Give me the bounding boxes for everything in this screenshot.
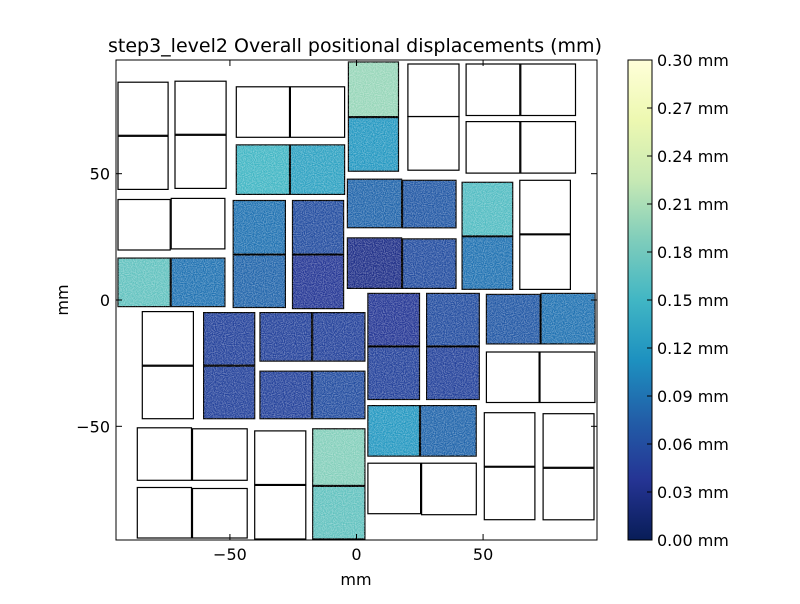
colorbar-tick-label: 0.24 mm [657, 147, 729, 166]
colorbar-tick-label: 0.15 mm [657, 291, 729, 310]
tile-texture [367, 347, 420, 400]
empty-tile [519, 179, 571, 235]
empty-tile [117, 135, 169, 191]
colorbar-tick-label: 0.21 mm [657, 195, 729, 214]
empty-tile [539, 351, 596, 404]
tile-texture [402, 238, 456, 289]
tile-texture [348, 62, 399, 117]
colorbar-tick-label: 0.12 mm [657, 339, 729, 358]
empty-tile [117, 81, 169, 136]
empty-tile [174, 134, 227, 190]
x-tick-label: 0 [351, 545, 361, 564]
tile-texture [462, 182, 513, 236]
empty-tile [407, 63, 460, 118]
tile-texture [312, 312, 365, 362]
y-axis-label: mm [53, 284, 72, 315]
empty-tile [520, 63, 577, 117]
tile-texture [541, 293, 595, 344]
empty-tile [542, 467, 595, 521]
y-axis-ticks: 50 0 −50 [76, 165, 597, 436]
colorbar-tick-label: 0.00 mm [657, 531, 729, 550]
y-tick-label: −50 [76, 417, 110, 436]
empty-tile [465, 63, 521, 117]
y-tick-label: 0 [100, 291, 110, 310]
empty-tile [483, 412, 536, 467]
empty-tile [520, 120, 577, 174]
empty-tile [117, 198, 171, 251]
tile-texture [402, 180, 456, 228]
empty-tile [254, 484, 307, 540]
tile-texture [420, 405, 477, 457]
x-axis-label: mm [340, 570, 371, 589]
empty-tile [407, 115, 460, 171]
tile-texture [292, 200, 344, 255]
colorbar-ticks: 0.00 mm 0.03 mm 0.06 mm 0.09 mm 0.12 mm 0.15 … [647, 51, 729, 550]
tile-texture [462, 236, 513, 290]
tile-texture [312, 371, 365, 419]
empty-tile [141, 365, 195, 420]
y-tick-label: 50 [90, 165, 110, 184]
tile-texture [348, 117, 399, 172]
tile-texture [292, 255, 344, 309]
colorbar-tick-label: 0.06 mm [657, 435, 729, 454]
colorbar-tick-label: 0.03 mm [657, 483, 729, 502]
tile-texture [347, 179, 402, 228]
empty-tile [174, 80, 227, 135]
tile-texture [118, 258, 171, 307]
tile-texture [367, 405, 420, 457]
tile-texture [347, 237, 402, 289]
empty-tile [191, 428, 248, 481]
empty-tile [170, 197, 226, 250]
plot-area: −50 0 50 50 0 −50 [76, 59, 598, 564]
tile-texture [312, 486, 365, 539]
empty-tile [542, 413, 595, 468]
empty-tile [483, 466, 536, 521]
empty-tile [235, 86, 291, 138]
tile-texture [290, 144, 345, 195]
empty-tile [367, 462, 422, 515]
tile-texture [203, 366, 255, 419]
empty-tile [254, 430, 307, 486]
tile-texture [260, 312, 312, 362]
tile-texture [426, 293, 480, 346]
tile-texture [312, 428, 365, 486]
tile-texture [426, 347, 480, 400]
chart-title: step3_level2 Overall positional displace… [108, 35, 602, 57]
x-axis-ticks: −50 0 50 [213, 60, 493, 564]
empty-tile [141, 311, 195, 366]
empty-tile [519, 234, 571, 291]
colorbar-tick-label: 0.27 mm [657, 99, 729, 118]
tile-texture [233, 200, 286, 255]
x-tick-label: −50 [213, 545, 247, 564]
empty-tile [191, 487, 248, 539]
tile-texture [236, 144, 290, 195]
empty-tile [485, 351, 540, 404]
tile-texture [203, 312, 255, 366]
empty-tile [465, 120, 521, 174]
empty-tile [289, 86, 346, 138]
colorbar-tick-label: 0.18 mm [657, 243, 729, 262]
colorbar: 0.00 mm 0.03 mm 0.06 mm 0.09 mm 0.12 mm 0.15 … [627, 51, 729, 550]
tile-layer [117, 61, 596, 540]
tile-texture [486, 294, 541, 344]
tile-texture [171, 258, 225, 307]
empty-tile [421, 462, 477, 516]
tile-texture [233, 255, 286, 308]
colorbar-tick-label: 0.09 mm [657, 387, 729, 406]
colorbar-tick-label: 0.30 mm [657, 51, 729, 70]
tile-texture [367, 293, 420, 346]
x-tick-label: 50 [473, 545, 493, 564]
tile-texture [260, 371, 312, 419]
empty-tile [136, 486, 193, 539]
empty-tile [136, 427, 193, 481]
